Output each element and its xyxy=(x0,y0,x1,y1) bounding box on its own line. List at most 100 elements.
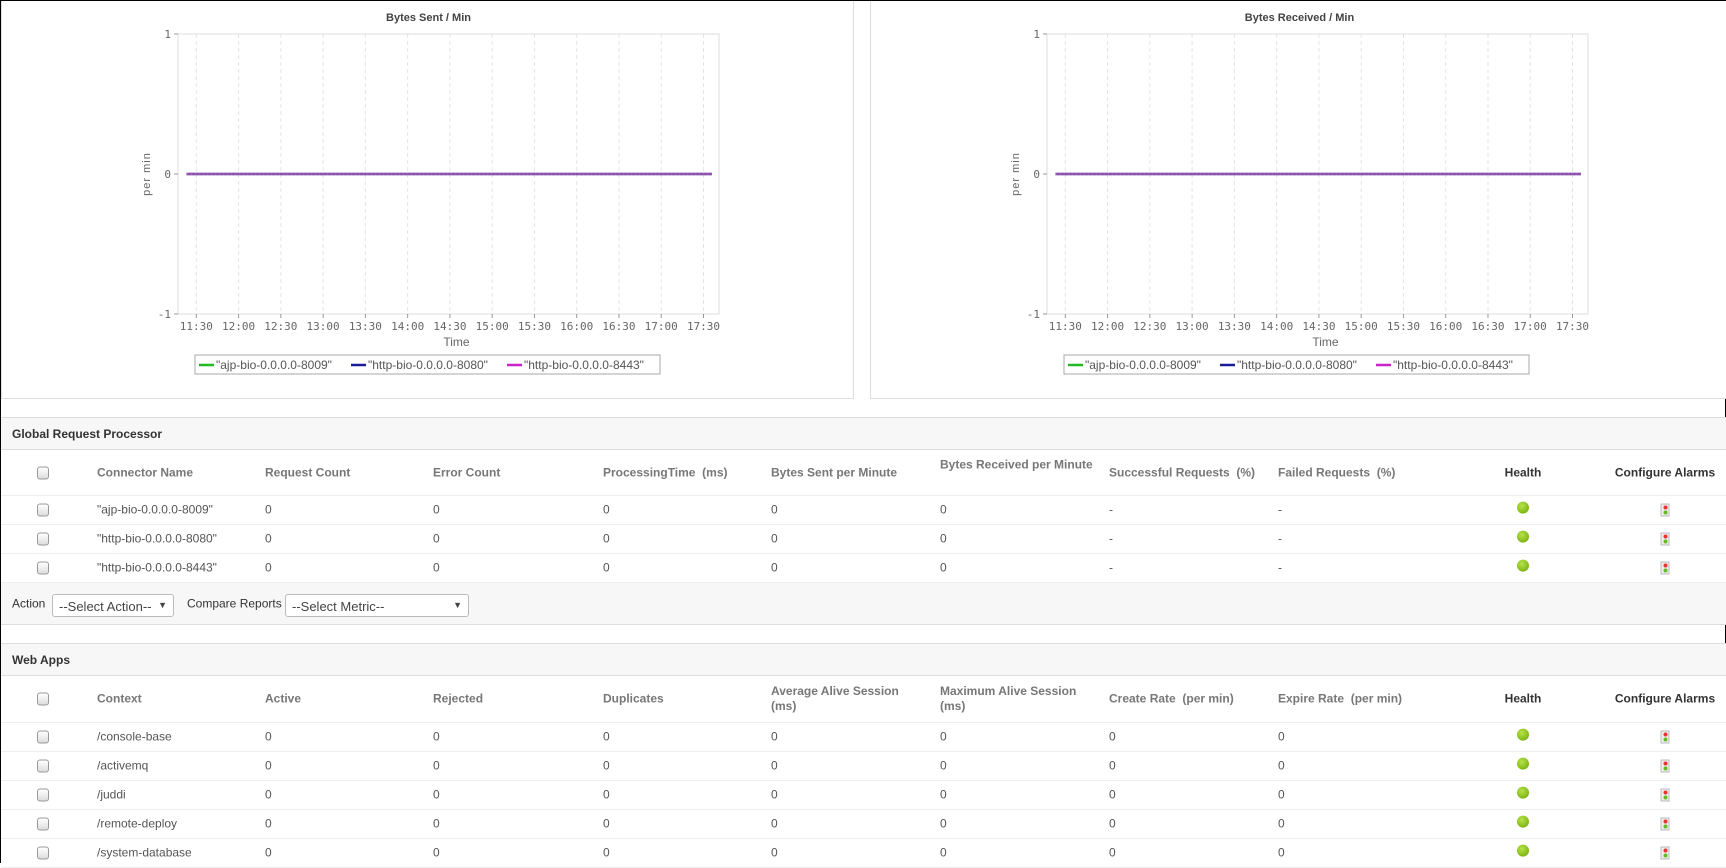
cell-value: 0 xyxy=(433,816,440,831)
row-checkbox[interactable] xyxy=(37,759,49,773)
select-all-checkbox[interactable] xyxy=(37,692,49,706)
cell-value: 0 xyxy=(603,502,610,517)
health-status-icon xyxy=(1517,786,1529,799)
legend-label: "http-bio-0.0.0.0-8080" xyxy=(368,358,488,372)
row-checkbox[interactable] xyxy=(37,817,49,831)
column-header[interactable]: Active xyxy=(265,691,302,706)
table-row: /system-database 0 0 0 0 0 0 0 xyxy=(1,839,1726,868)
x-tick-label: 14:00 xyxy=(391,320,424,333)
configure-alarm-icon[interactable] xyxy=(1660,846,1670,860)
configure-alarm-icon[interactable] xyxy=(1660,730,1670,744)
cell-value: 0 xyxy=(265,560,272,575)
cell-value: 0 xyxy=(940,560,947,575)
table-header-row: Context Active Rejected Duplicates Average A… xyxy=(1,676,1726,723)
cell-value: 0 xyxy=(1278,845,1285,860)
action-select-value: --Select Action-- xyxy=(59,599,152,614)
y-tick-label: -1 xyxy=(1027,308,1040,321)
cell-value: 0 xyxy=(603,560,610,575)
cell-value: - xyxy=(1109,560,1113,575)
y-tick-label: 0 xyxy=(1033,168,1040,181)
cell-value: 0 xyxy=(1278,729,1285,744)
cell-value: 0 xyxy=(1278,816,1285,831)
row-checkbox[interactable] xyxy=(37,788,49,802)
x-tick-label: 16:00 xyxy=(1429,320,1462,333)
column-header[interactable]: Create Rate (per min) xyxy=(1109,691,1234,706)
column-header[interactable]: Expire Rate (per min) xyxy=(1278,691,1403,706)
column-header[interactable]: Successful Requests (%) xyxy=(1109,465,1256,479)
table-row: "http-bio-0.0.0.0-8443" 0 0 0 0 0 - - xyxy=(1,554,1726,583)
column-header[interactable]: Bytes Received per Minute xyxy=(940,457,1093,471)
metric-select[interactable]: --Select Metric-- ▼ xyxy=(285,594,469,617)
x-axis-label: Time xyxy=(1312,335,1339,349)
cell-value: 0 xyxy=(771,531,778,546)
cell-value: 0 xyxy=(940,729,947,744)
column-header[interactable]: Duplicates xyxy=(603,691,664,706)
column-header[interactable]: Bytes Sent per Minute xyxy=(771,465,898,479)
row-checkbox[interactable] xyxy=(37,846,49,860)
x-tick-label: 17:00 xyxy=(645,320,678,333)
metric-select-value: --Select Metric-- xyxy=(292,599,385,614)
column-header[interactable]: Average Alive Session (ms) xyxy=(771,684,899,713)
row-name: /activemq xyxy=(97,758,149,773)
configure-alarm-icon[interactable] xyxy=(1660,817,1670,831)
row-checkbox[interactable] xyxy=(37,561,49,575)
row-checkbox[interactable] xyxy=(37,503,49,517)
row-name: /console-base xyxy=(97,729,172,744)
column-header[interactable]: Rejected xyxy=(433,691,484,706)
row-name: "http-bio-0.0.0.0-8080" xyxy=(97,531,217,546)
row-checkbox[interactable] xyxy=(37,532,49,546)
cell-value: 0 xyxy=(771,845,778,860)
x-tick-label: 16:00 xyxy=(560,320,593,333)
column-header[interactable]: ProcessingTime (ms) xyxy=(603,465,728,479)
action-label: Action xyxy=(12,596,46,610)
section-title: Global Request Processor xyxy=(12,426,163,441)
configure-alarm-icon[interactable] xyxy=(1660,503,1670,517)
table-row: /console-base 0 0 0 0 0 0 0 xyxy=(1,723,1726,752)
cell-value: 0 xyxy=(603,531,610,546)
column-header[interactable]: Request Count xyxy=(265,465,351,479)
legend-box xyxy=(194,354,661,375)
cell-value: - xyxy=(1278,560,1282,575)
y-axis-label: per min xyxy=(141,152,153,196)
cell-value: 0 xyxy=(603,787,610,802)
y-tick-label: 1 xyxy=(164,28,171,41)
row-name: /juddi xyxy=(97,787,126,802)
table-row: /remote-deploy 0 0 0 0 0 0 0 xyxy=(1,810,1726,839)
configure-alarm-icon[interactable] xyxy=(1660,561,1670,575)
cell-value: 0 xyxy=(265,816,272,831)
bytes-received-chart: Bytes Received / Min 11:30 12:00 12:30 13:00… xyxy=(1010,12,1589,375)
column-header: Configure Alarms xyxy=(1614,691,1716,706)
row-checkbox[interactable] xyxy=(37,730,49,744)
health-status-icon xyxy=(1517,815,1529,828)
cell-value: 0 xyxy=(771,758,778,773)
column-header[interactable]: Connector Name xyxy=(97,465,194,479)
row-name: /remote-deploy xyxy=(97,816,178,831)
configure-alarm-icon[interactable] xyxy=(1660,759,1670,773)
cell-value: - xyxy=(1109,531,1113,546)
cell-value: 0 xyxy=(940,531,947,546)
x-tick-label: 13:30 xyxy=(1218,320,1251,333)
chart-panel-bytes-sent: Bytes Sent / Min 11:30 12:00 12:30 13:00 13:3… xyxy=(1,1,854,399)
column-header[interactable]: Error Count xyxy=(433,465,501,479)
column-header[interactable]: Context xyxy=(97,691,142,706)
column-header[interactable]: Maximum Alive Session (ms) xyxy=(940,684,1077,713)
x-tick-label: 14:00 xyxy=(1260,320,1293,333)
health-status-icon xyxy=(1517,530,1529,543)
y-tick-label: 0 xyxy=(164,168,171,181)
x-axis-label: Time xyxy=(443,335,470,349)
health-status-icon xyxy=(1517,501,1529,514)
x-tick-label: 14:30 xyxy=(433,320,466,333)
table-header-row: Connector Name Request Count Error Count Pr… xyxy=(1,450,1726,496)
configure-alarm-icon[interactable] xyxy=(1660,532,1670,546)
column-header[interactable]: Failed Requests (%) xyxy=(1278,465,1396,479)
action-select[interactable]: --Select Action-- ▼ xyxy=(52,594,174,617)
cell-value: 0 xyxy=(940,816,947,831)
configure-alarm-icon[interactable] xyxy=(1660,788,1670,802)
select-all-checkbox[interactable] xyxy=(37,466,49,479)
cell-value: 0 xyxy=(265,787,272,802)
x-tick-label: 13:30 xyxy=(349,320,382,333)
x-tick-label: 13:00 xyxy=(307,320,340,333)
x-tick-label: 13:00 xyxy=(1176,320,1209,333)
cell-value: 0 xyxy=(940,845,947,860)
cell-value: 0 xyxy=(603,758,610,773)
